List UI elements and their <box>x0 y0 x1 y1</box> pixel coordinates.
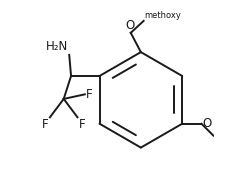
Text: O: O <box>202 117 212 130</box>
Text: methoxy: methoxy <box>145 11 181 20</box>
Text: H₂N: H₂N <box>46 40 68 53</box>
Text: F: F <box>86 88 93 101</box>
Text: F: F <box>42 118 49 131</box>
Text: O: O <box>125 19 135 32</box>
Text: F: F <box>79 118 86 131</box>
